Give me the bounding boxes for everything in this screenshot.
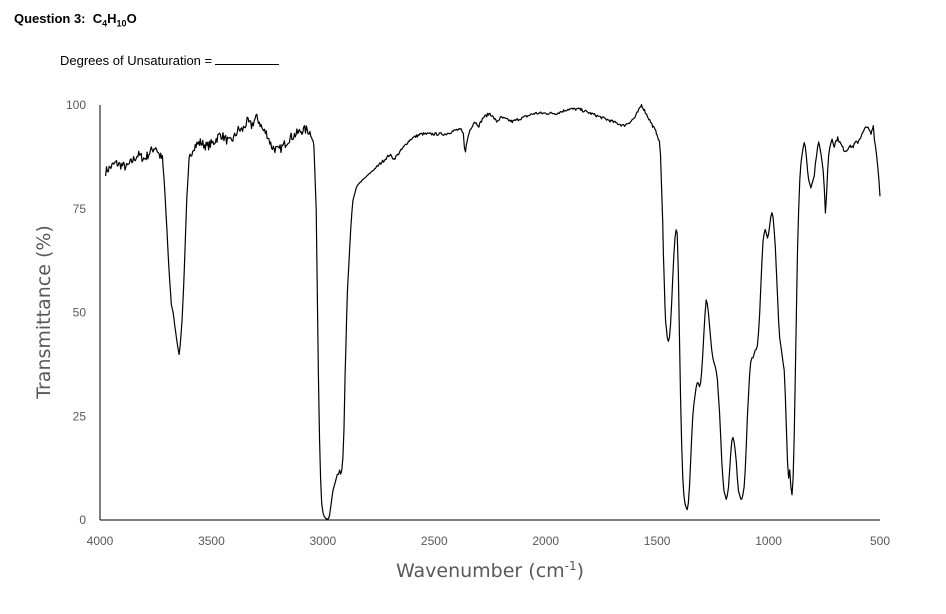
- x-axis-title: Wavenumber (cm-1): [396, 559, 584, 582]
- x-tick-label: 4000: [87, 534, 114, 548]
- x-tick-label: 2500: [421, 534, 448, 548]
- formula-part: O: [126, 11, 137, 26]
- x-tick-label: 3500: [198, 534, 225, 548]
- answer-blank[interactable]: [215, 52, 280, 65]
- y-tick-label: 50: [73, 306, 87, 320]
- y-tick-labels: 0 25 50 75 100: [66, 98, 86, 527]
- x-tick-label: 500: [870, 534, 890, 548]
- molecular-formula: C4H10O: [92, 11, 137, 29]
- x-tick-label: 2000: [532, 534, 559, 548]
- y-tick-label: 0: [79, 513, 86, 527]
- formula-part: 10: [116, 18, 127, 29]
- question-title: Question 3: C4H10O: [14, 11, 137, 29]
- y-tick-label: 25: [73, 409, 87, 423]
- formula-part: 4: [102, 18, 108, 29]
- formula-part: H: [107, 11, 117, 26]
- y-axis-title: Transmittance (%): [33, 225, 55, 400]
- y-tick-label: 75: [73, 202, 87, 216]
- degrees-of-unsaturation-prompt: Degrees of Unsaturation =: [60, 52, 280, 68]
- dou-label: Degrees of Unsaturation =: [60, 53, 213, 68]
- formula-part: C: [92, 11, 103, 26]
- x-tick-labels: 4000 3500 3000 2500 2000 1500 1000 500: [87, 534, 891, 548]
- question-label: Question 3:: [14, 11, 86, 26]
- x-tick-label: 1000: [755, 534, 782, 548]
- x-tick-label: 3000: [310, 534, 337, 548]
- spectrum-line: [105, 104, 881, 520]
- x-tick-label: 1500: [644, 534, 671, 548]
- y-tick-label: 100: [66, 98, 86, 112]
